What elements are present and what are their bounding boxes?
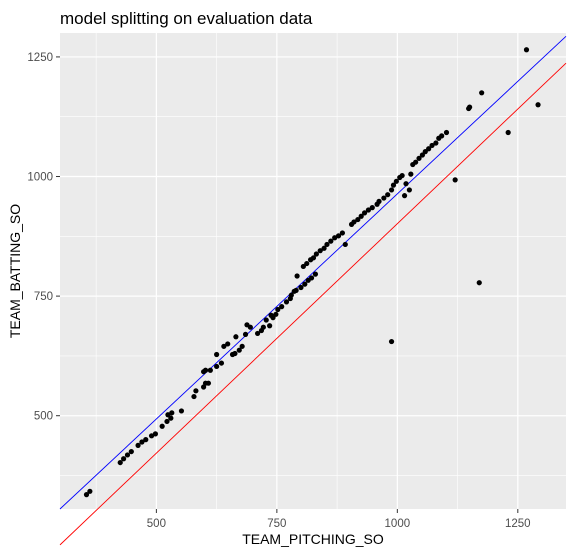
scatter-point bbox=[370, 205, 375, 210]
y-tick-label: 1000 bbox=[27, 172, 53, 184]
scatter-point bbox=[225, 341, 230, 346]
scatter-point bbox=[240, 344, 245, 349]
x-tick-label: 1250 bbox=[505, 518, 531, 530]
scatter-point bbox=[433, 140, 438, 145]
y-tick-label: 750 bbox=[34, 291, 53, 303]
scatter-point bbox=[535, 102, 540, 107]
scatter-point bbox=[444, 130, 449, 135]
scatter-point bbox=[208, 368, 213, 373]
scatter-point bbox=[477, 280, 482, 285]
scatter-point bbox=[191, 394, 196, 399]
scatter-point bbox=[313, 272, 318, 277]
scatter-point bbox=[219, 360, 224, 365]
y-tick-label: 1250 bbox=[27, 52, 53, 64]
scatter-point bbox=[389, 339, 394, 344]
scatter-point bbox=[243, 332, 248, 337]
scatter-point bbox=[179, 408, 184, 413]
scatter-point bbox=[214, 352, 219, 357]
y-tick-label: 500 bbox=[34, 411, 53, 423]
scatter-point bbox=[87, 489, 92, 494]
scatter-point bbox=[294, 288, 299, 293]
scatter-point bbox=[214, 364, 219, 369]
scatter-point bbox=[268, 313, 273, 318]
x-tick-label: 1000 bbox=[385, 518, 411, 530]
scatter-point bbox=[408, 172, 413, 177]
scatter-point bbox=[400, 173, 405, 178]
scatter-point bbox=[439, 133, 444, 138]
scatter-point bbox=[524, 47, 529, 52]
scatter-point bbox=[143, 437, 148, 442]
x-tick-label: 500 bbox=[147, 518, 166, 530]
scatter-point bbox=[506, 130, 511, 135]
scatter-point bbox=[193, 388, 198, 393]
scatter-point bbox=[376, 199, 381, 204]
chart-title: model splitting on evaluation data bbox=[60, 9, 313, 28]
scatter-point bbox=[304, 261, 309, 266]
scatter-point bbox=[385, 192, 390, 197]
scatter-point bbox=[479, 90, 484, 95]
scatter-point bbox=[343, 242, 348, 247]
scatter-point bbox=[169, 410, 174, 415]
scatter-point bbox=[403, 181, 408, 186]
scatter-point bbox=[206, 381, 211, 386]
scatter-point bbox=[267, 323, 272, 328]
scatter-point bbox=[233, 334, 238, 339]
scatter-point bbox=[264, 317, 269, 322]
scatter-point bbox=[340, 230, 345, 235]
scatter-point bbox=[467, 105, 472, 110]
scatter-point bbox=[407, 187, 412, 192]
x-axis-title: TEAM_PITCHING_SO bbox=[242, 531, 384, 547]
x-tick-label: 750 bbox=[267, 518, 286, 530]
scatter-point bbox=[203, 368, 208, 373]
scatter-point bbox=[232, 351, 237, 356]
scatter-point bbox=[153, 431, 158, 436]
scatter-point bbox=[294, 273, 299, 278]
scatter-point bbox=[121, 456, 126, 461]
scatter-point bbox=[273, 312, 278, 317]
scatter-point bbox=[402, 193, 407, 198]
scatter-point bbox=[261, 325, 266, 330]
scatter-point bbox=[160, 424, 165, 429]
scatter-point bbox=[244, 322, 249, 327]
scatter-point bbox=[453, 177, 458, 182]
scatter-point bbox=[279, 304, 284, 309]
scatter-point bbox=[389, 187, 394, 192]
scatter-point bbox=[129, 449, 134, 454]
y-axis-title: TEAM_BATTING_SO bbox=[7, 204, 23, 338]
scatter-point bbox=[309, 275, 314, 280]
